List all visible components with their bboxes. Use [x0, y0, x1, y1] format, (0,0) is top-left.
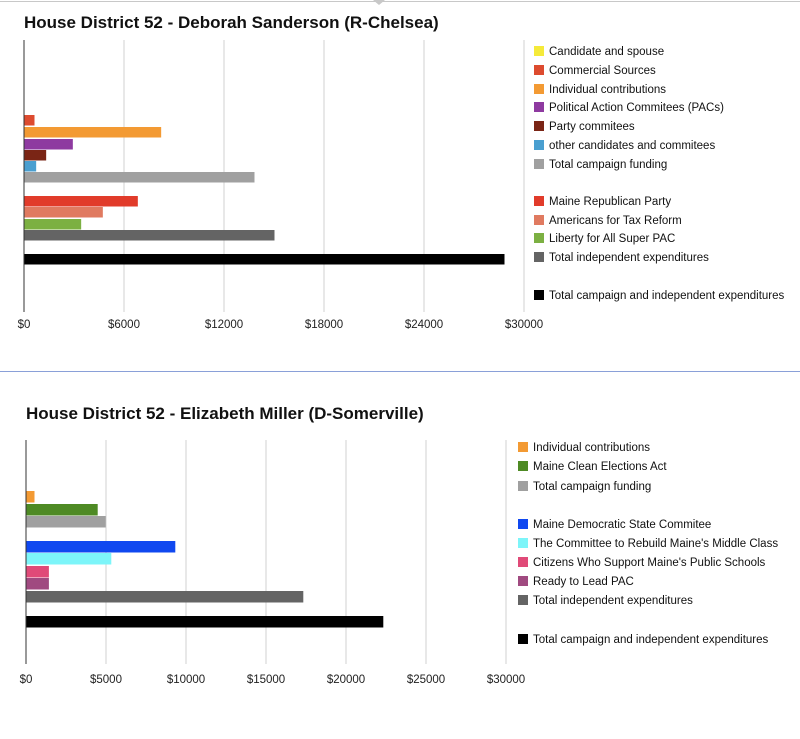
- x-tick-label: $15000: [247, 674, 285, 686]
- legend-label: Total campaign and independent expenditu…: [549, 290, 785, 302]
- chart-2-title: House District 52 - Elizabeth Miller (D-…: [26, 404, 424, 423]
- bar[interactable]: [24, 139, 73, 150]
- legend-label: Citizens Who Support Maine's Public Scho…: [533, 557, 766, 569]
- chart-1-plot: $0 $6000 $12000 $18000 $24000 $30000: [18, 40, 543, 331]
- bar[interactable]: [26, 616, 384, 628]
- chart-1-title: House District 52 - Deborah Sanderson (R…: [24, 13, 439, 32]
- legend-swatch: [534, 159, 544, 169]
- legend-label: The Committee to Rebuild Maine's Middle …: [533, 538, 779, 550]
- legend-label: Maine Clean Elections Act: [533, 461, 667, 473]
- legend-label: Americans for Tax Reform: [549, 215, 682, 227]
- legend-label: Political Action Commitees (PACs): [549, 102, 724, 114]
- legend-swatch: [534, 65, 544, 75]
- tooltip-notch: [373, 0, 385, 5]
- bar[interactable]: [26, 553, 112, 565]
- bar[interactable]: [26, 504, 98, 516]
- bar[interactable]: [24, 196, 138, 207]
- legend-swatch: [518, 595, 528, 605]
- legend-swatch: [534, 252, 544, 262]
- legend-label: Total campaign funding: [533, 481, 652, 493]
- legend-swatch: [534, 84, 544, 94]
- bar[interactable]: [26, 491, 35, 503]
- x-tick-label: $0: [18, 319, 31, 331]
- legend-swatch: [534, 140, 544, 150]
- bar[interactable]: [24, 115, 35, 126]
- bar[interactable]: [26, 591, 304, 603]
- legend-swatch: [534, 196, 544, 206]
- legend-label: Party commitees: [549, 121, 635, 133]
- x-tick-label: $30000: [487, 674, 525, 686]
- bar[interactable]: [24, 230, 275, 241]
- bar[interactable]: [24, 207, 103, 218]
- x-tick-label: $18000: [305, 319, 343, 331]
- bar[interactable]: [24, 161, 37, 172]
- legend-label: Liberty for All Super PAC: [549, 233, 676, 245]
- chart-2-plot: $0 $5000 $10000 $15000 $20000 $25000 $30000: [20, 440, 525, 686]
- legend-label: Maine Democratic State Commitee: [533, 519, 712, 531]
- x-tick-label: $30000: [505, 319, 543, 331]
- x-tick-label: $20000: [327, 674, 365, 686]
- panel-divider: [0, 371, 800, 372]
- bar[interactable]: [24, 127, 162, 138]
- legend-swatch: [518, 634, 528, 644]
- legend-label: Total independent expenditures: [549, 252, 709, 264]
- legend-label: Individual contributions: [533, 442, 650, 454]
- legend-swatch: [534, 215, 544, 225]
- legend-swatch: [518, 461, 528, 471]
- legend-swatch: [518, 442, 528, 452]
- legend-label: Candidate and spouse: [549, 46, 665, 58]
- legend-label: Total independent expenditures: [533, 595, 693, 607]
- x-tick-label: $5000: [90, 674, 122, 686]
- x-tick-label: $25000: [407, 674, 445, 686]
- bar[interactable]: [24, 172, 255, 183]
- legend-swatch: [518, 519, 528, 529]
- legend-swatch: [534, 102, 544, 112]
- legend-swatch: [534, 233, 544, 243]
- legend-label: Maine Republican Party: [549, 196, 672, 208]
- x-tick-label: $10000: [167, 674, 205, 686]
- legend-swatch: [518, 481, 528, 491]
- legend-swatch: [518, 576, 528, 586]
- bar[interactable]: [24, 254, 505, 265]
- legend-swatch: [534, 46, 544, 56]
- bar[interactable]: [26, 578, 49, 590]
- legend-label: Total campaign funding: [549, 159, 668, 171]
- bar[interactable]: [26, 566, 49, 578]
- x-tick-label: $6000: [108, 319, 140, 331]
- legend-label: Ready to Lead PAC: [533, 576, 634, 588]
- top-border: [0, 1, 800, 2]
- legend-swatch: [534, 290, 544, 300]
- bar[interactable]: [24, 150, 47, 161]
- bar[interactable]: [24, 219, 82, 230]
- legend-swatch: [518, 538, 528, 548]
- legend-label: Individual contributions: [549, 84, 666, 96]
- legend-label: Total campaign and independent expenditu…: [533, 634, 769, 646]
- x-tick-label: $12000: [205, 319, 243, 331]
- x-tick-label: $24000: [405, 319, 443, 331]
- legend-label: other candidates and commitees: [549, 140, 716, 152]
- legend-label: Commercial Sources: [549, 65, 656, 77]
- bar[interactable]: [26, 541, 176, 553]
- bar[interactable]: [26, 516, 106, 528]
- x-tick-label: $0: [20, 674, 33, 686]
- legend-swatch: [534, 121, 544, 131]
- legend-swatch: [518, 557, 528, 567]
